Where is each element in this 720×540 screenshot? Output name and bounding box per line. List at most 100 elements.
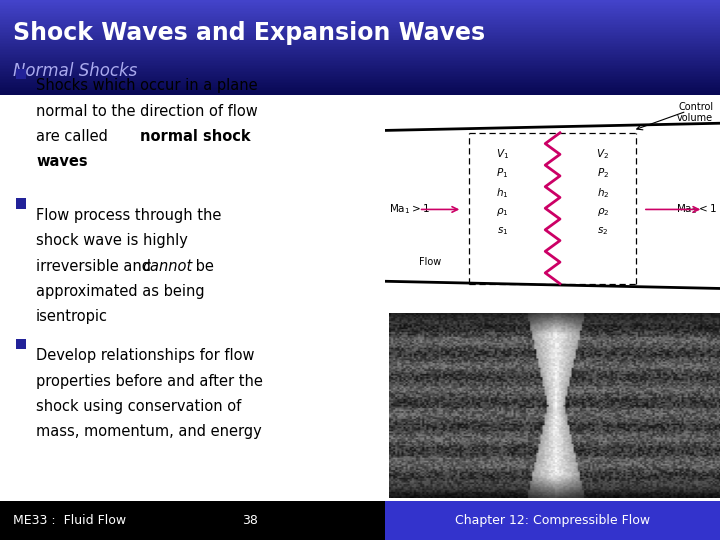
Text: Flow process through the: Flow process through the — [36, 208, 221, 223]
Bar — [0, 25, 720, 27]
Bar — [0, 91, 720, 93]
Bar — [0, 32, 720, 35]
Bar — [0, 20, 720, 22]
Bar — [0, 51, 720, 53]
Bar — [0, 45, 720, 47]
Text: normal to the direction of flow: normal to the direction of flow — [36, 104, 258, 119]
Bar — [0, 72, 720, 74]
Bar — [0, 65, 720, 68]
Bar — [0, 63, 720, 65]
Bar — [0, 61, 720, 63]
Bar — [0, 80, 720, 82]
Bar — [0, 23, 720, 25]
Bar — [0, 67, 720, 69]
Text: Chapter 12: Compressible Flow: Chapter 12: Compressible Flow — [455, 514, 650, 527]
Bar — [0, 3, 720, 5]
Text: shock using conservation of: shock using conservation of — [36, 399, 241, 414]
Text: ME33 :  Fluid Flow: ME33 : Fluid Flow — [13, 514, 126, 527]
Text: Develop relationships for flow: Develop relationships for flow — [36, 348, 254, 363]
Text: waves: waves — [36, 154, 88, 170]
Bar — [0, 85, 720, 86]
Text: $h_2$: $h_2$ — [597, 186, 609, 200]
Bar — [0, 34, 720, 36]
Bar — [0, 92, 720, 94]
Bar — [0, 48, 720, 50]
Bar — [0, 53, 720, 55]
Text: Flow: Flow — [419, 257, 441, 267]
Text: approximated as being: approximated as being — [36, 284, 204, 299]
Text: shock wave is highly: shock wave is highly — [36, 233, 188, 248]
Text: $V_1$: $V_1$ — [496, 147, 509, 161]
Bar — [0, 50, 720, 52]
Text: isentropic: isentropic — [36, 309, 108, 325]
Bar — [0, 37, 720, 39]
Bar — [16, 69, 26, 79]
Bar — [385, 501, 720, 540]
Text: irreversible and: irreversible and — [36, 259, 156, 274]
Bar — [0, 83, 720, 85]
Text: 38: 38 — [243, 514, 258, 527]
Bar — [0, 69, 720, 71]
Text: Normal Shocks: Normal Shocks — [13, 62, 138, 80]
Bar — [0, 29, 720, 31]
Bar — [0, 75, 720, 77]
Bar — [16, 339, 26, 349]
Bar — [0, 39, 720, 41]
Text: $s_1$: $s_1$ — [497, 225, 508, 237]
Text: $V_2$: $V_2$ — [596, 147, 609, 161]
Bar — [0, 82, 720, 84]
Bar — [0, 77, 720, 79]
Bar — [0, 73, 720, 76]
Bar — [0, 26, 720, 28]
Text: $\mathrm{Ma}_1 > 1$: $\mathrm{Ma}_1 > 1$ — [389, 202, 429, 217]
Bar — [0, 56, 720, 58]
Bar — [0, 87, 720, 90]
Text: mass, momentum, and energy: mass, momentum, and energy — [36, 424, 262, 440]
Text: $h_1$: $h_1$ — [496, 186, 508, 200]
Bar — [0, 42, 720, 44]
Bar — [0, 89, 720, 91]
Text: Shocks which occur in a plane: Shocks which occur in a plane — [36, 78, 258, 93]
Bar — [0, 501, 385, 540]
Bar — [0, 55, 720, 57]
Bar — [0, 18, 720, 21]
Bar — [0, 44, 720, 46]
Text: $\mathrm{Ma}_2 < 1$: $\mathrm{Ma}_2 < 1$ — [676, 202, 716, 217]
Bar — [0, 10, 720, 12]
Bar — [0, 94, 720, 501]
Bar — [0, 22, 720, 24]
Bar — [0, 14, 720, 16]
Text: be: be — [191, 259, 214, 274]
Text: $s_2$: $s_2$ — [597, 225, 608, 237]
Text: normal shock: normal shock — [140, 129, 251, 144]
Text: $\rho_2$: $\rho_2$ — [597, 206, 609, 218]
Bar — [0, 9, 720, 11]
Bar — [16, 198, 26, 209]
Bar — [0, 86, 720, 88]
Bar — [0, 64, 720, 66]
Text: are called: are called — [36, 129, 112, 144]
Text: $P_2$: $P_2$ — [597, 167, 609, 180]
Bar — [0, 6, 720, 8]
Bar — [0, 8, 720, 10]
Text: $P_1$: $P_1$ — [496, 167, 508, 180]
Bar — [0, 15, 720, 17]
Bar — [0, 4, 720, 6]
Bar — [0, 47, 720, 49]
Bar — [0, 59, 720, 62]
Bar — [0, 40, 720, 43]
Bar — [0, 12, 720, 14]
Text: Control
volume: Control volume — [678, 102, 714, 123]
Text: cannot: cannot — [143, 259, 193, 274]
Bar — [0, 28, 720, 30]
Bar — [0, 1, 720, 3]
Bar — [0, 36, 720, 38]
Text: $\rho_1$: $\rho_1$ — [496, 206, 508, 218]
Text: properties before and after the: properties before and after the — [36, 374, 263, 389]
Bar — [0, 31, 720, 33]
Bar — [0, 0, 720, 2]
Bar — [0, 17, 720, 19]
Bar — [0, 58, 720, 60]
Bar — [0, 78, 720, 80]
Bar — [0, 70, 720, 72]
